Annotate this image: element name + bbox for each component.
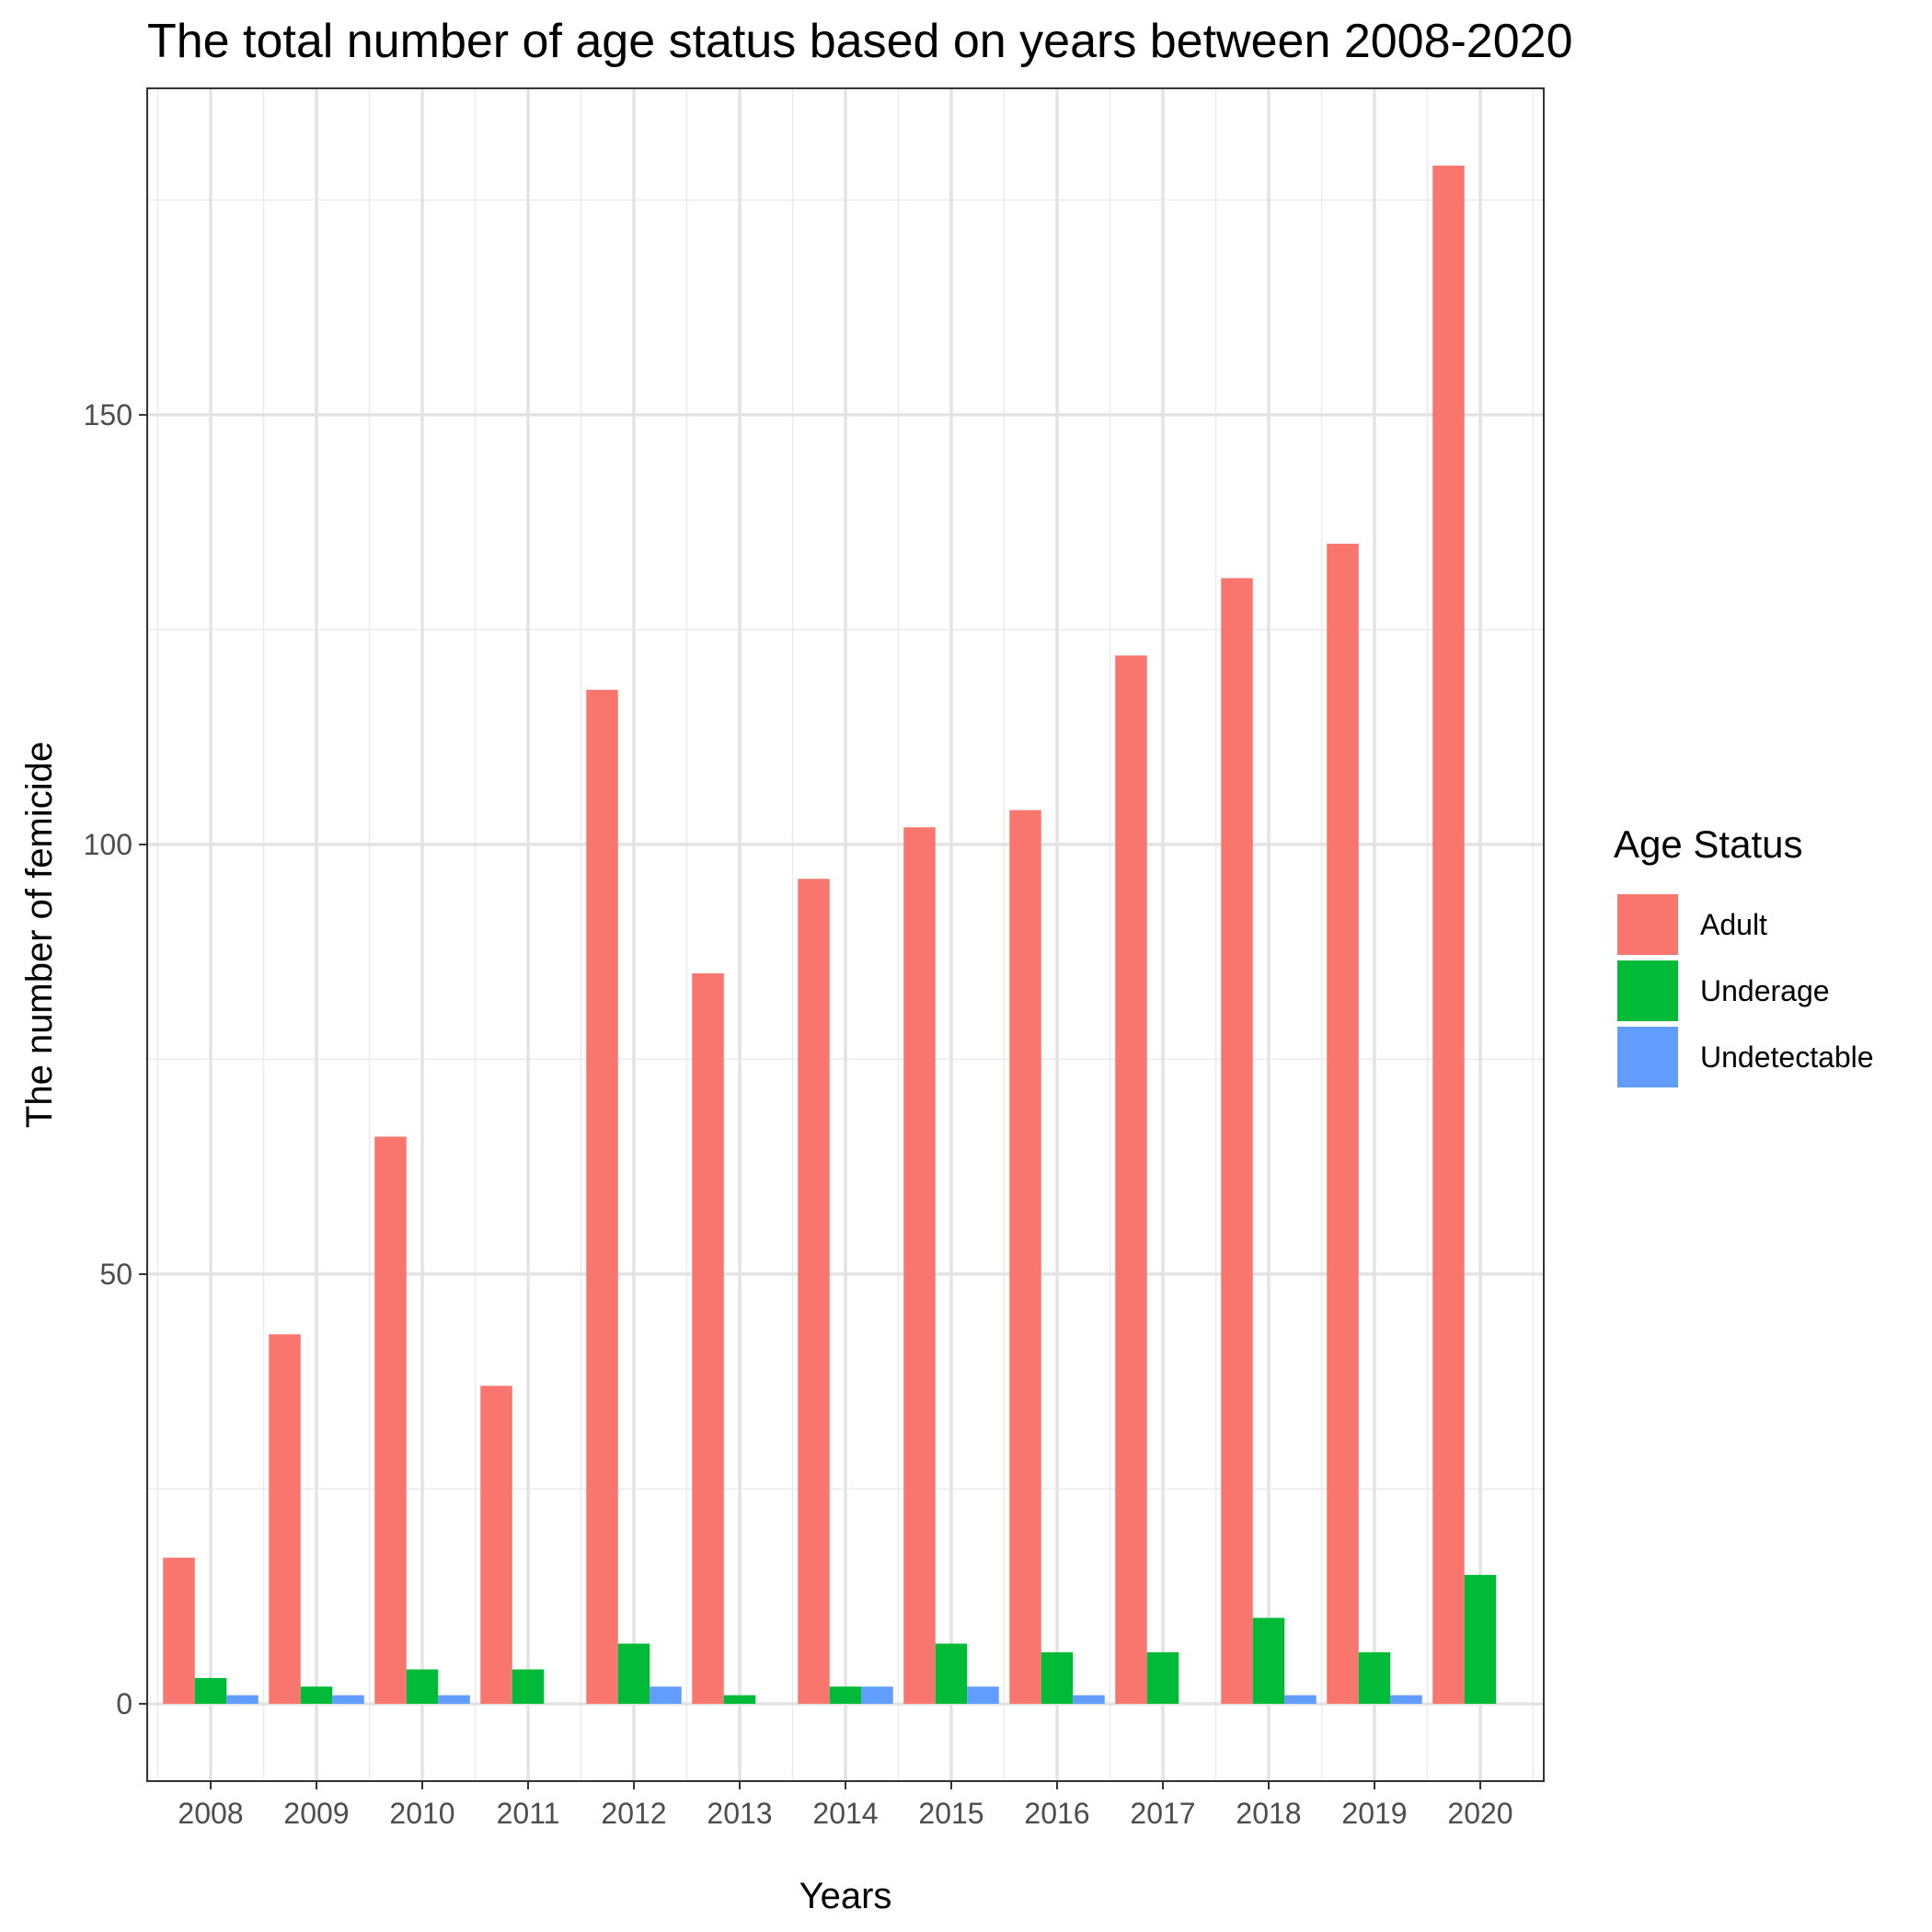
bar-undetectable-2016 (1073, 1695, 1105, 1704)
bar-underage-2010 (406, 1669, 439, 1704)
bar-underage-2019 (1358, 1651, 1391, 1704)
bar-adult-2011 (480, 1386, 512, 1704)
bar-undetectable-2010 (438, 1695, 470, 1704)
bar-underage-2012 (617, 1643, 650, 1704)
x-tick-label-2019: 2019 (1341, 1797, 1407, 1830)
bar-adult-2013 (692, 973, 724, 1704)
x-tick-label-2009: 2009 (283, 1797, 349, 1830)
legend-key-underage (1617, 960, 1678, 1021)
bar-underage-2017 (1146, 1651, 1179, 1704)
bar-adult-2008 (163, 1558, 195, 1704)
legend-key-undetectable (1617, 1027, 1678, 1087)
bar-adult-2010 (374, 1136, 407, 1704)
bar-undetectable-2015 (967, 1686, 999, 1704)
y-tick-label: 150 (84, 398, 132, 431)
y-tick-label: 0 (116, 1687, 132, 1720)
x-tick-label-2013: 2013 (707, 1797, 772, 1830)
bar-adult-2016 (1009, 810, 1041, 1704)
legend-key-adult (1617, 894, 1678, 955)
x-tick-label-2012: 2012 (601, 1797, 666, 1830)
x-tick-label-2015: 2015 (918, 1797, 983, 1830)
x-tick-label-2011: 2011 (497, 1797, 560, 1830)
bar-undetectable-2018 (1284, 1695, 1317, 1704)
bar-underage-2018 (1252, 1617, 1285, 1704)
chart-title: The total number of age status based on … (147, 15, 1573, 68)
legend-label-adult: Adult (1700, 908, 1767, 941)
bar-undetectable-2014 (861, 1686, 893, 1704)
grid-layer (147, 88, 1544, 1781)
bar-adult-2009 (269, 1334, 301, 1704)
bar-underage-2013 (723, 1695, 756, 1704)
x-tick-label-2016: 2016 (1024, 1797, 1089, 1830)
legend: Adult Underage Undetectable (1617, 894, 1874, 1087)
legend-title: Age Status (1614, 822, 1802, 866)
y-tick-label: 100 (84, 828, 132, 861)
bar-underage-2009 (300, 1686, 333, 1704)
bar-underage-2014 (829, 1686, 862, 1704)
bar-undetectable-2012 (650, 1686, 682, 1704)
bar-underage-2015 (935, 1643, 968, 1704)
bar-layer (163, 166, 1497, 1704)
x-tick-label-2017: 2017 (1130, 1797, 1195, 1830)
bar-adult-2012 (586, 689, 618, 1704)
x-tick-label-2020: 2020 (1447, 1797, 1512, 1830)
bar-adult-2020 (1432, 166, 1465, 1704)
bar-undetectable-2019 (1390, 1695, 1422, 1704)
bar-adult-2017 (1115, 655, 1147, 1704)
x-tick-label-2018: 2018 (1236, 1797, 1301, 1830)
bar-adult-2014 (798, 879, 830, 1704)
axis-layer: 0 50 100 150 2008 2009 2010 2011 2012 2013 2014 201… (84, 398, 1513, 1830)
bar-underage-2016 (1041, 1651, 1074, 1704)
bar-adult-2018 (1221, 578, 1253, 1704)
x-tick-label-2014: 2014 (812, 1797, 878, 1830)
bar-underage-2011 (512, 1669, 545, 1704)
bar-undetectable-2008 (226, 1695, 259, 1704)
legend-label-underage: Underage (1700, 974, 1830, 1007)
bar-underage-2008 (194, 1677, 227, 1704)
bar-adult-2019 (1327, 544, 1359, 1704)
legend-label-undetectable: Undetectable (1700, 1041, 1874, 1074)
y-axis-title: The number of femicide (19, 742, 60, 1128)
bar-adult-2015 (903, 827, 936, 1704)
x-tick-label-2010: 2010 (389, 1797, 454, 1830)
x-tick-label-2008: 2008 (178, 1797, 243, 1830)
x-axis-title: Years (799, 1876, 892, 1916)
bar-undetectable-2009 (332, 1695, 364, 1704)
y-tick-label: 50 (99, 1258, 132, 1291)
bar-underage-2020 (1464, 1574, 1497, 1704)
